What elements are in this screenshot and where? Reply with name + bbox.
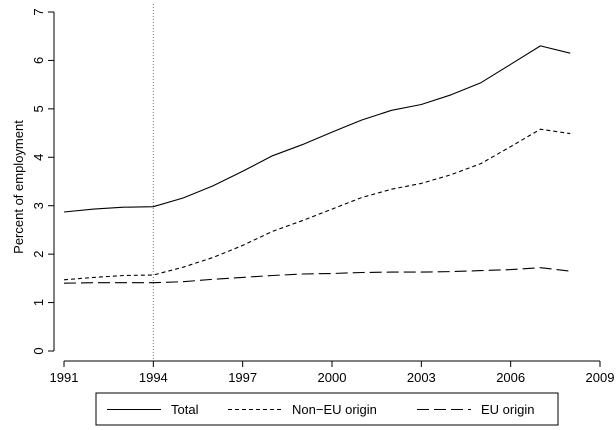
y-axis-title: Percent of employment — [11, 120, 26, 254]
series-line-total — [63, 45, 571, 213]
x-tick-label-1991: 1991 — [50, 370, 79, 385]
x-tick-label-1994: 1994 — [139, 370, 168, 385]
x-tick-label-1997: 1997 — [228, 370, 257, 385]
legend-label-non-eu-origin: Non−EU origin — [292, 402, 377, 417]
y-tick-label-1: 1 — [31, 299, 46, 306]
y-tick-label-7: 7 — [31, 8, 46, 15]
legend: Total Non−EU origin EU origin — [95, 392, 559, 426]
legend-label-total: Total — [171, 402, 199, 417]
y-tick-label-0: 0 — [31, 347, 46, 354]
x-tick-label-2009: 2009 — [586, 370, 615, 385]
y-tick-label-4: 4 — [31, 154, 46, 161]
y-tick-label-5: 5 — [31, 105, 46, 112]
series-line-non-eu-origin — [63, 128, 571, 281]
x-tick-label-2000: 2000 — [318, 370, 347, 385]
series-layer — [63, 45, 571, 284]
y-tick-label-3: 3 — [31, 202, 46, 209]
axes: 1991 1994 1997 2000 2003 2006 2009 0 1 2 3 4 5 6 7 — [31, 8, 614, 385]
y-tick-label-2: 2 — [31, 251, 46, 258]
legend-label-eu-origin: EU origin — [481, 402, 534, 417]
y-tick-label-6: 6 — [31, 57, 46, 64]
x-tick-label-2006: 2006 — [496, 370, 525, 385]
x-tick-label-2003: 2003 — [407, 370, 436, 385]
legend-box — [95, 392, 559, 426]
